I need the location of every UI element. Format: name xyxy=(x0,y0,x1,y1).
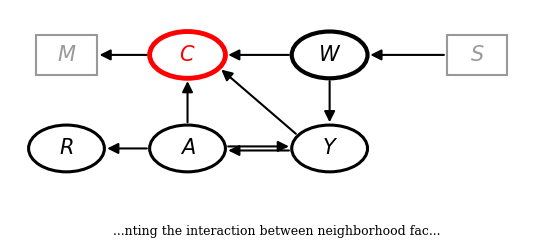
Text: $R$: $R$ xyxy=(59,138,74,158)
Text: $Y$: $Y$ xyxy=(321,138,338,158)
Text: $C$: $C$ xyxy=(179,45,196,65)
Ellipse shape xyxy=(150,31,225,78)
Text: $A$: $A$ xyxy=(179,138,196,158)
Text: ...nting the interaction between neighborhood fac...: ...nting the interaction between neighbo… xyxy=(113,225,441,238)
Ellipse shape xyxy=(292,31,367,78)
Text: $W$: $W$ xyxy=(318,45,341,65)
FancyBboxPatch shape xyxy=(36,34,97,75)
Ellipse shape xyxy=(150,125,225,172)
Ellipse shape xyxy=(292,125,367,172)
FancyBboxPatch shape xyxy=(447,34,507,75)
Text: $S$: $S$ xyxy=(470,45,484,65)
Ellipse shape xyxy=(29,125,104,172)
Text: $M$: $M$ xyxy=(57,45,76,65)
